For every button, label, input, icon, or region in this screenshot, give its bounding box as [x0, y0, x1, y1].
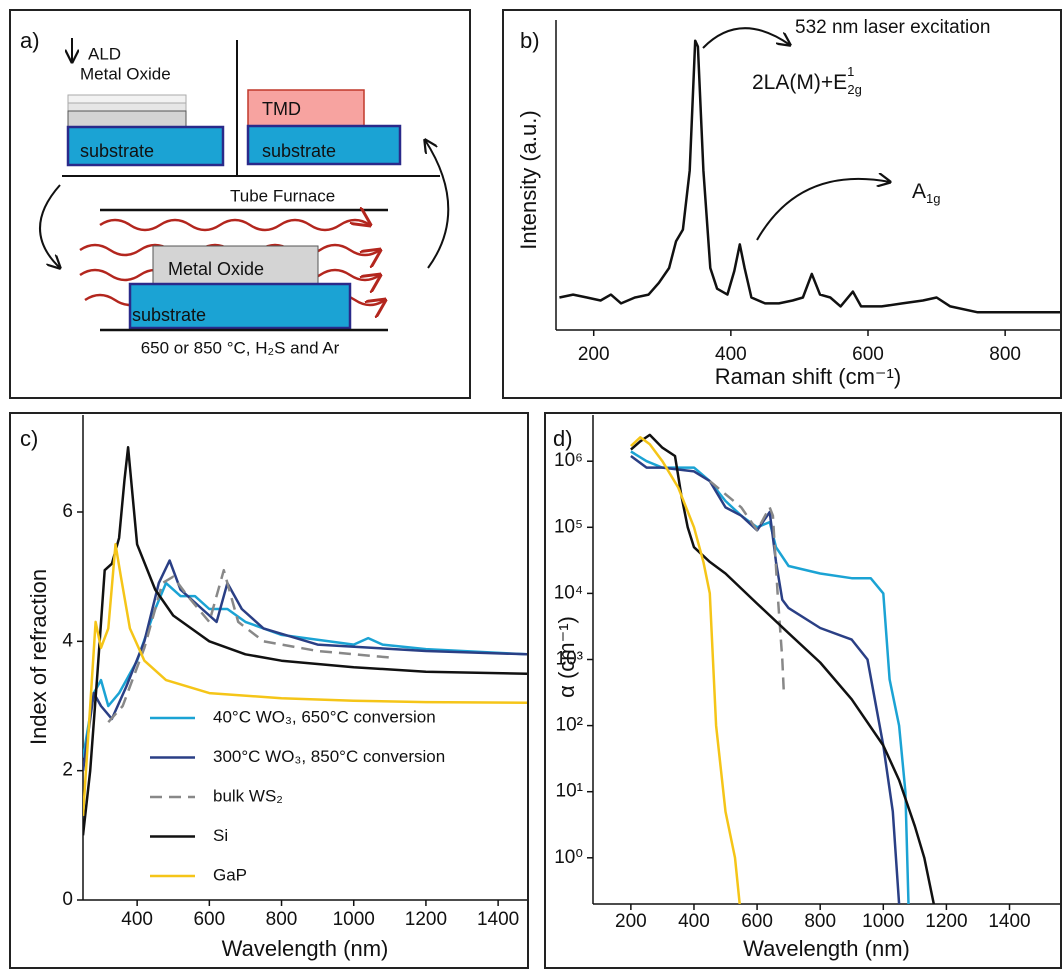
x-tick-label: 1200 — [925, 911, 967, 932]
label: 650 or 850 °C, H₂S and Ar — [141, 338, 340, 357]
legend-label: 300°C WO₃, 850°C conversion — [213, 747, 445, 766]
label: Metal Oxide — [80, 64, 171, 83]
series-line — [83, 446, 527, 836]
y-tick-label: 2 — [62, 760, 73, 781]
series-line — [83, 543, 527, 816]
panel-frame — [544, 412, 1062, 969]
y-tick-label: 4 — [62, 630, 73, 651]
x-tick-label: 800 — [804, 911, 836, 932]
panel-frame — [9, 412, 529, 969]
y-axis-label: Index of refraction — [26, 569, 51, 745]
peak-label-text: 2LA(M)+E — [752, 71, 847, 94]
x-axis-label: Wavelength (nm) — [222, 936, 389, 961]
peak-label: 2LA(M)+E1 2g — [752, 64, 862, 97]
y-tick-label: 10⁴ — [554, 582, 583, 603]
label: ALD — [88, 44, 121, 63]
y-tick-label: 10⁵ — [554, 516, 583, 537]
y-tick-label: 0 — [62, 889, 73, 910]
arrow — [425, 140, 450, 269]
x-tick-label: 400 — [121, 909, 153, 930]
x-tick-label: 600 — [852, 344, 884, 365]
legend-label: 40°C WO₃, 650°C conversion — [213, 707, 436, 726]
layer — [67, 102, 187, 112]
x-tick-label: 600 — [193, 909, 225, 930]
series-line — [83, 581, 527, 758]
x-tick-label: 1400 — [988, 911, 1030, 932]
arrow — [702, 27, 790, 49]
x-tick-label: 1200 — [405, 909, 447, 930]
x-tick-label: 1400 — [477, 909, 519, 930]
panel-label: b) — [520, 28, 540, 53]
series-line — [83, 559, 527, 771]
y-tick-label: 10¹ — [556, 781, 583, 802]
x-tick-label: 400 — [678, 911, 710, 932]
panel-frame — [9, 9, 471, 399]
y-axis-label: Intensity (a.u.) — [516, 110, 541, 249]
layer — [67, 110, 187, 128]
legend-label: GaP — [213, 865, 247, 884]
label: Metal Oxide — [168, 259, 264, 279]
x-tick-label: 800 — [989, 344, 1021, 365]
y-tick-label: 10³ — [556, 649, 583, 670]
peak-label-sub: 1g — [926, 191, 940, 206]
legend-label: Si — [213, 826, 228, 845]
substrate — [66, 125, 225, 167]
label: TMD — [262, 99, 301, 119]
peak-label-text: A — [912, 180, 926, 203]
substrate — [246, 124, 402, 166]
x-tick-label: 600 — [741, 911, 773, 932]
x-tick-label: 1000 — [333, 909, 375, 930]
x-axis-label: Wavelength (nm) — [743, 936, 910, 961]
layer — [67, 94, 187, 104]
peak-label-sub: 2g — [847, 82, 861, 97]
label: substrate — [262, 141, 336, 161]
series-line — [630, 436, 741, 904]
x-tick-label: 800 — [266, 909, 298, 930]
series-line — [630, 433, 936, 904]
substrate — [128, 282, 352, 330]
x-tick-label: 200 — [578, 344, 610, 365]
panel-frame — [502, 9, 1062, 399]
y-tick-label: 10⁶ — [554, 450, 583, 471]
y-tick-label: 10⁰ — [554, 847, 583, 868]
series-line — [708, 480, 786, 695]
legend-label: bulk WS₂ — [213, 786, 283, 805]
label: substrate — [132, 305, 206, 325]
y-tick-label: 10² — [556, 715, 583, 736]
panel-label: a) — [20, 28, 40, 53]
label: substrate — [80, 141, 154, 161]
series-line — [630, 454, 901, 904]
y-axis-label: α (cm⁻¹) — [554, 616, 579, 698]
peak-label: A1g — [912, 180, 940, 207]
label: Tube Furnace — [230, 186, 335, 205]
panel-label: d) — [553, 426, 573, 451]
x-axis-label: Raman shift (cm⁻¹) — [715, 364, 901, 389]
peak-label-sup: 1 — [847, 64, 854, 79]
heat-wave — [99, 220, 370, 232]
x-tick-label: 1000 — [862, 911, 904, 932]
panel-label: c) — [20, 426, 38, 451]
arrow — [756, 179, 890, 241]
series-line — [107, 568, 390, 724]
schematic: a) ALD Metal Oxide substrate TMD substra… — [20, 28, 450, 357]
y-tick-label: 6 — [62, 501, 73, 522]
arrow — [39, 184, 60, 268]
oxide-layer — [152, 245, 319, 285]
x-tick-label: 400 — [715, 344, 747, 365]
annotation: 532 nm laser excitation — [795, 17, 990, 38]
x-tick-label: 200 — [615, 911, 647, 932]
series-line — [559, 39, 1060, 314]
